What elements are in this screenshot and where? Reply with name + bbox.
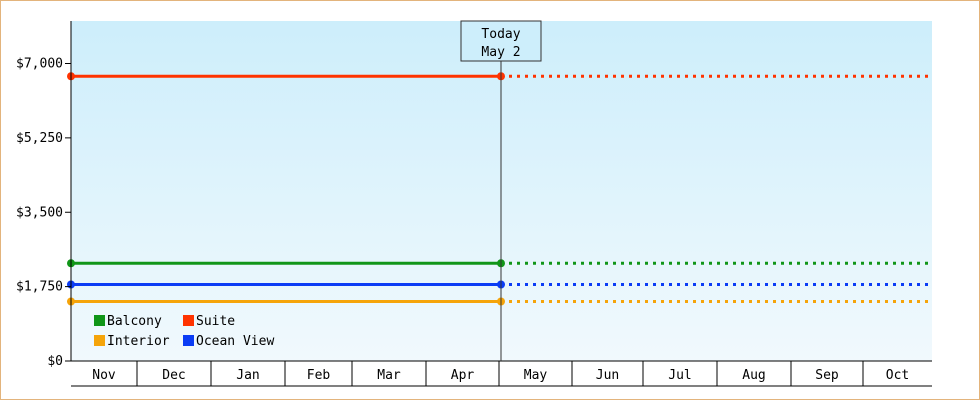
y-tick-label: $1,750	[16, 280, 63, 295]
month-label-feb: Feb	[307, 368, 331, 383]
month-label-jul: Jul	[668, 368, 691, 383]
month-label-mar: Mar	[377, 368, 401, 383]
month-label-apr: Apr	[451, 368, 475, 383]
legend: Balcony Suite Interior Ocean View	[94, 314, 274, 349]
month-label-jan: Jan	[236, 368, 259, 383]
today-label-date: May 2	[481, 45, 520, 60]
legend-swatch-ocean-view	[183, 335, 194, 346]
y-tick-label: $7,000	[16, 57, 63, 72]
y-tick-label: $0	[47, 354, 63, 369]
legend-swatch-suite	[183, 315, 194, 326]
today-label-title: Today	[481, 27, 520, 42]
month-label-dec: Dec	[162, 368, 185, 383]
y-tick-label: $5,250	[16, 131, 63, 146]
legend-swatch-interior	[94, 335, 105, 346]
today-marker: Today May 2	[460, 20, 542, 361]
today-label-box	[460, 20, 542, 62]
month-label-jun: Jun	[596, 368, 619, 383]
month-label-nov: Nov	[92, 368, 116, 383]
month-label-oct: Oct	[886, 368, 909, 383]
month-label-aug: Aug	[742, 368, 765, 383]
month-label-sep: Sep	[815, 368, 839, 383]
legend-swatch-balcony	[94, 315, 105, 326]
series-layer	[67, 72, 932, 306]
month-label-may: May	[524, 368, 548, 383]
legend-label-ocean-view: Ocean View	[196, 334, 274, 349]
legend-label-balcony: Balcony	[107, 314, 162, 329]
legend-label-suite: Suite	[196, 314, 235, 329]
legend-label-interior: Interior	[107, 334, 170, 349]
y-tick-label: $3,500	[16, 205, 63, 220]
